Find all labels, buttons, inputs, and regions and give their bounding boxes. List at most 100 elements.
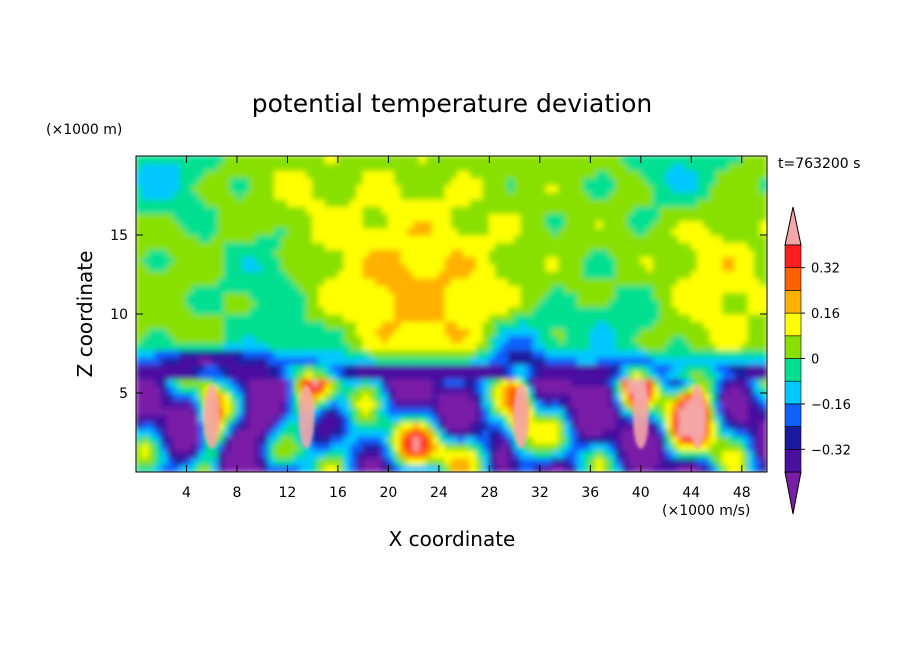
contour-cell — [495, 277, 503, 286]
contour-cell — [230, 406, 238, 416]
contour-cell — [356, 378, 364, 387]
contour-cell — [185, 449, 194, 459]
contour-cell — [715, 399, 724, 408]
contour-cell — [293, 277, 301, 286]
contour-cell — [236, 428, 244, 437]
contour-cell — [652, 284, 661, 294]
contour-cell — [230, 191, 238, 200]
contour-cell — [419, 413, 427, 423]
contour-cell — [715, 370, 724, 380]
contour-cell — [299, 270, 307, 279]
contour-cell — [570, 191, 579, 200]
contour-cell — [747, 227, 755, 236]
contour-cell — [715, 413, 724, 423]
contour-cell — [715, 342, 724, 351]
contour-cell — [532, 413, 541, 423]
contour-cell — [173, 349, 181, 358]
contour-cell — [318, 449, 326, 459]
contour-cell — [305, 334, 314, 344]
contour-cell — [640, 212, 648, 222]
contour-cell — [608, 184, 617, 193]
contour-cell — [167, 198, 175, 207]
contour-cell — [356, 327, 364, 337]
contour-cell — [690, 198, 699, 207]
contour-cell — [356, 198, 364, 207]
contour-cell — [678, 234, 686, 243]
contour-cell — [255, 291, 263, 301]
contour-cell — [173, 205, 181, 215]
contour-cell — [621, 442, 629, 452]
contour-cell — [520, 241, 528, 250]
contour-cell — [545, 378, 554, 387]
contour-cell — [217, 385, 225, 394]
contour-cell — [659, 162, 667, 171]
contour-cell — [185, 327, 194, 337]
contour-cell — [469, 320, 478, 329]
contour-cell — [136, 162, 143, 171]
contour-cell — [255, 284, 263, 294]
contour-cell — [545, 442, 554, 452]
contour-cell — [760, 156, 767, 164]
contour-cell — [715, 220, 724, 229]
contour-cell — [305, 291, 314, 301]
contour-cell — [293, 291, 301, 301]
contour-cell — [236, 449, 244, 459]
contour-cell — [558, 449, 566, 459]
contour-cell — [349, 169, 358, 179]
contour-cell — [709, 198, 718, 207]
contour-cell — [608, 457, 617, 466]
contour-cell — [394, 299, 402, 308]
contour-cell — [621, 406, 629, 416]
contour-cell — [230, 299, 238, 308]
contour-cell — [577, 356, 585, 365]
contour-cell — [570, 205, 579, 215]
contour-cell — [318, 212, 326, 222]
contour-cell — [488, 356, 497, 365]
contour-cell — [167, 277, 175, 286]
contour-cell — [564, 263, 572, 272]
contour-cell — [665, 421, 673, 430]
contour-cell — [734, 464, 743, 472]
contour-cell — [331, 241, 339, 250]
contour-cell — [583, 435, 591, 444]
contour-cell — [148, 370, 156, 380]
contour-cell — [331, 299, 339, 308]
contour-cell — [476, 457, 484, 466]
contour-cell — [747, 156, 755, 164]
contour-cell — [362, 449, 371, 459]
contour-cell — [753, 169, 762, 179]
contour-cell — [690, 370, 699, 380]
contour-cell — [589, 320, 598, 329]
contour-cell — [425, 334, 434, 344]
contour-cell — [413, 270, 421, 279]
contour-cell — [627, 442, 636, 452]
contour-cell — [476, 406, 484, 416]
contour-cell — [621, 255, 629, 265]
contour-cell — [697, 320, 705, 329]
contour-cell — [577, 406, 585, 416]
contour-cell — [148, 212, 156, 222]
contour-cell — [154, 428, 162, 437]
contour-cell — [741, 342, 749, 351]
contour-cell — [381, 378, 389, 387]
contour-cell — [514, 220, 522, 229]
contour-cell — [261, 299, 270, 308]
contour-cell — [709, 334, 718, 344]
contour-cell — [362, 248, 371, 258]
contour-cell — [413, 205, 421, 215]
contour-cell — [236, 378, 244, 387]
contour-cell — [425, 378, 434, 387]
contour-cell — [709, 392, 718, 401]
contour-cell — [539, 184, 547, 193]
contour-cell — [602, 457, 610, 466]
contour-cell — [299, 291, 307, 301]
contour-cell — [570, 248, 579, 258]
contour-cell — [457, 313, 465, 322]
contour-cell — [167, 406, 175, 416]
contour-cell — [570, 306, 579, 315]
contour-cell — [697, 227, 705, 236]
contour-cell — [242, 306, 251, 315]
contour-cell — [331, 349, 339, 358]
contour-cell — [463, 212, 471, 222]
contour-cell — [274, 220, 282, 229]
